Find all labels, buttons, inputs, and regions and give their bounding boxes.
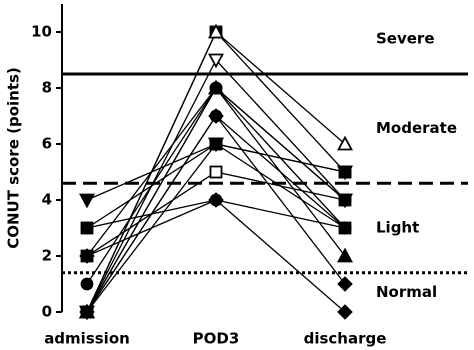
marker [208, 108, 224, 124]
marker [209, 193, 223, 207]
y-tick-label: 10 [31, 23, 52, 41]
series-line [86, 199, 346, 313]
y-tick-label: 6 [42, 135, 52, 153]
marker [209, 137, 223, 151]
marker [80, 249, 94, 263]
marker [207, 23, 225, 39]
zone-label: Normal [376, 283, 437, 301]
y-tick-label: 2 [42, 247, 52, 265]
marker [209, 81, 223, 95]
marker [338, 221, 352, 235]
marker [207, 53, 225, 69]
marker [338, 193, 352, 207]
marker [337, 276, 353, 292]
zone-label: Light [376, 219, 419, 237]
marker [336, 135, 354, 151]
y-tick-label: 4 [42, 191, 52, 209]
marker [78, 193, 96, 209]
marker [80, 305, 94, 319]
marker [337, 304, 353, 320]
x-tick-label: POD3 [193, 330, 240, 348]
x-tick-label: discharge [304, 330, 387, 348]
marker [80, 277, 94, 291]
x-tick-label: admission [44, 330, 130, 348]
marker [209, 165, 223, 179]
y-tick-label: 0 [42, 303, 52, 321]
zone-label: Severe [376, 30, 435, 48]
zone-label: Moderate [376, 119, 457, 137]
y-tick-label: 8 [42, 79, 52, 97]
marker [80, 221, 94, 235]
marker [338, 165, 352, 179]
y-axis-label: CONUT score (points) [5, 67, 23, 249]
marker [336, 247, 354, 263]
